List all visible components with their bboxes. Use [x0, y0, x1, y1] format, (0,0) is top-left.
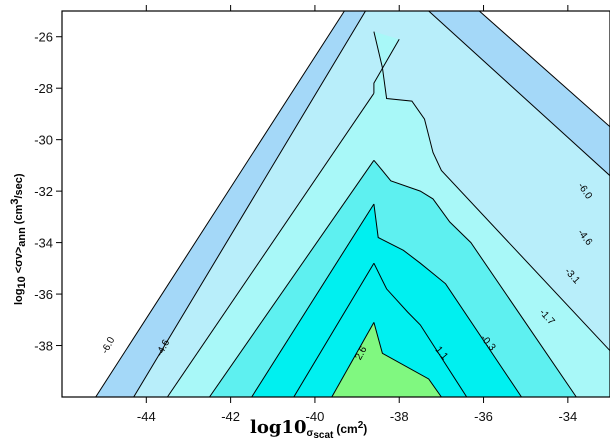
x-tick-label: -34 [558, 409, 577, 424]
contour-line [251, 203, 375, 398]
contour-line [373, 322, 442, 398]
contour-label-group: -6.0 [100, 335, 118, 356]
contour-lines [95, 10, 610, 398]
contour-line [95, 10, 345, 398]
y-axis-label-sub: 10 [16, 276, 28, 288]
contour-line [373, 203, 522, 398]
y-axis-label: log10 <σv>ann (cm3/sec) [9, 173, 28, 305]
y-axis-label-close: /sec) [13, 173, 25, 198]
contour-line [373, 31, 610, 352]
y-axis: -26 -28 -30 -32 -34 -36 -38 [34, 30, 62, 354]
y-tick-label: -30 [34, 133, 53, 148]
y-tick-label: -32 [34, 184, 53, 199]
x-axis-label-sup: 2 [358, 420, 364, 431]
contour-line [428, 10, 610, 177]
band-cyan-core [293, 263, 467, 397]
y-tick-label: -28 [34, 81, 53, 96]
y-tick-label: -38 [34, 339, 53, 354]
x-tick-label: -38 [390, 409, 409, 424]
svg-text:log10<σv>ann(cm3/sec): log10 <σv>ann (cm3/sec) [9, 173, 28, 305]
contour-line [209, 160, 375, 398]
contour-line [293, 262, 375, 398]
contour-line [373, 39, 400, 94]
y-axis-label-mid: <σv> [13, 247, 25, 274]
y-axis-label-sub2: ann [16, 227, 28, 247]
contour-line [133, 10, 366, 398]
x-axis-label: log10σscat (cm2) [250, 417, 367, 439]
x-tick-label: -42 [221, 409, 240, 424]
y-axis-label-unit: (cm [13, 204, 25, 224]
x-tick-label: -36 [474, 409, 493, 424]
contour-label-group: 2.6 [353, 344, 369, 362]
contour-line [373, 262, 468, 398]
y-axis-label-sup: 3 [9, 199, 21, 205]
band-green [331, 322, 442, 397]
x-axis-label-sub2: scat [313, 430, 334, 439]
y-tick-label: -26 [34, 30, 53, 45]
contour-line [166, 93, 375, 398]
contour-fills [95, 11, 610, 397]
x-axis-label-unit: (cm [336, 422, 357, 436]
y-axis-label-main: log [13, 289, 25, 306]
contour-line [331, 322, 375, 398]
x-axis-label-close: ) [363, 422, 367, 436]
y-tick-label: -36 [34, 287, 53, 302]
x-tick-label: -44 [137, 409, 156, 424]
plot-frame [61, 10, 610, 398]
x-tick-label: -40 [306, 409, 325, 424]
x-axis: -44 -42 -40 -38 -36 -34 [137, 5, 577, 424]
x-axis-label-main: log10 [250, 417, 306, 438]
y-tick-label: -34 [34, 236, 53, 251]
contour-line [373, 159, 577, 398]
contour-line [478, 10, 610, 128]
x-axis-label-sub: σ [306, 428, 313, 439]
